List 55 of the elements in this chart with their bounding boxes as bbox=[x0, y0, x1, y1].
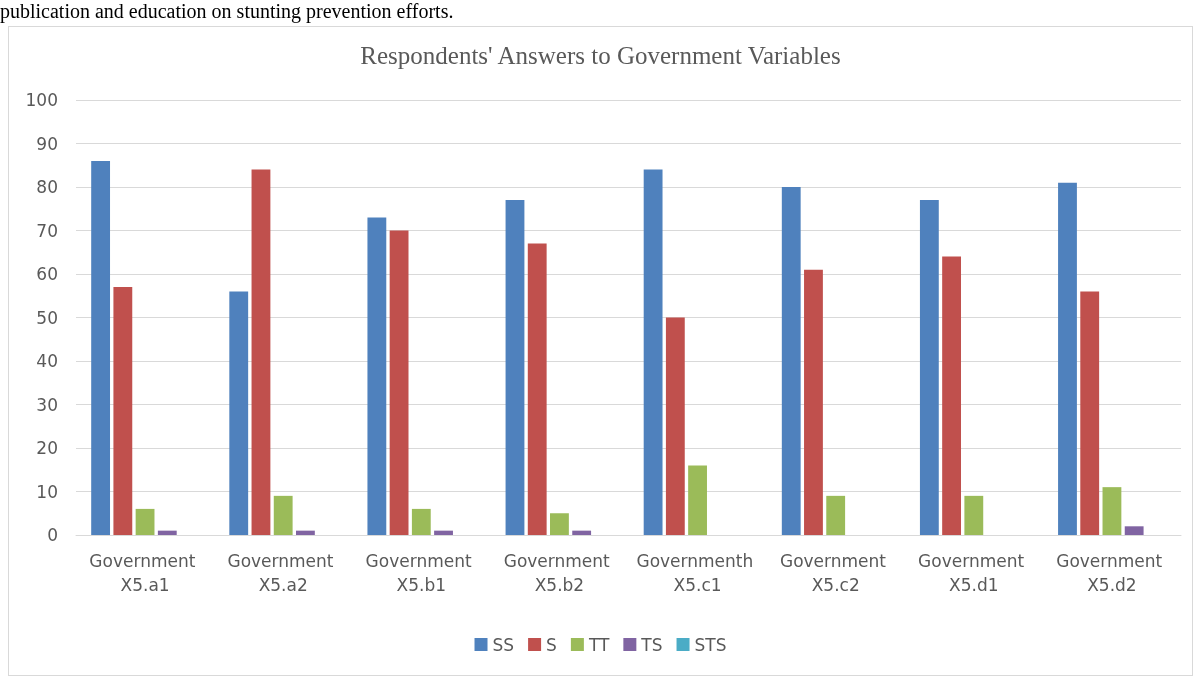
bar bbox=[389, 230, 409, 535]
bar bbox=[804, 269, 823, 535]
bar bbox=[296, 530, 315, 535]
bar bbox=[572, 530, 592, 535]
bar bbox=[550, 513, 569, 535]
y-tick-label: 0 bbox=[47, 525, 58, 545]
x-tick-label: Government X5.d2 bbox=[1056, 551, 1168, 595]
chart-title: Respondents' Answers to Government Variables bbox=[360, 42, 841, 69]
y-tick-label: 20 bbox=[36, 438, 58, 458]
y-tick-label: 60 bbox=[36, 264, 58, 284]
y-tick-label: 30 bbox=[36, 394, 58, 415]
bar bbox=[919, 200, 939, 535]
y-tick-label: 80 bbox=[36, 177, 58, 197]
bar bbox=[113, 287, 133, 535]
bar bbox=[781, 187, 801, 535]
bar bbox=[688, 465, 707, 535]
bar bbox=[251, 169, 271, 535]
bar bbox=[643, 169, 663, 535]
y-tick-label: 50 bbox=[36, 307, 58, 328]
bar bbox=[367, 217, 387, 535]
legend-label: TS bbox=[640, 634, 663, 655]
bar bbox=[942, 256, 961, 535]
x-tick-label: Government X5.c2 bbox=[779, 551, 892, 595]
text: publication and education on stunting prevention efforts. bbox=[0, 0, 454, 23]
bar bbox=[1124, 526, 1144, 535]
y-tick-label: 100 bbox=[25, 90, 58, 110]
x-tick-label: Government X5.a1 bbox=[89, 551, 201, 595]
x-tick-label: Government X5.a2 bbox=[227, 551, 339, 595]
bar bbox=[826, 495, 846, 535]
bar bbox=[1080, 291, 1100, 535]
bar bbox=[505, 200, 525, 535]
x-tick-label: Government X5.b1 bbox=[365, 551, 478, 595]
bar bbox=[527, 243, 547, 535]
legend-label: SS bbox=[492, 634, 515, 655]
bar bbox=[665, 317, 685, 535]
y-tick-label: 70 bbox=[36, 220, 58, 241]
x-tick-label: Governmenth X5.c1 bbox=[636, 551, 759, 595]
x-tick-label: Government X5.d1 bbox=[918, 551, 1030, 595]
y-tick-label: 40 bbox=[36, 351, 58, 371]
legend-label: S bbox=[546, 634, 557, 655]
bar bbox=[1058, 182, 1077, 535]
bar bbox=[964, 495, 984, 535]
bar bbox=[273, 495, 293, 535]
bar bbox=[411, 508, 431, 535]
x-tick-label: Government X5.b2 bbox=[503, 551, 616, 595]
y-tick-label: 10 bbox=[36, 481, 58, 502]
bar bbox=[135, 508, 155, 535]
bar bbox=[229, 291, 249, 535]
bar bbox=[157, 530, 177, 535]
legend-label: STS bbox=[694, 634, 727, 655]
bar bbox=[434, 530, 453, 535]
legend-label: TT bbox=[587, 634, 610, 655]
bar bbox=[91, 160, 111, 535]
y-tick-label: 90 bbox=[36, 133, 58, 154]
bar bbox=[1102, 487, 1122, 535]
